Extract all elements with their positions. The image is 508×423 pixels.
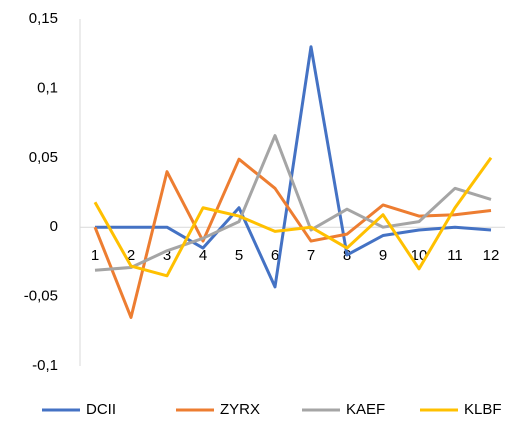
legend-label: KAEF [346, 401, 385, 418]
legend-label: DCII [86, 401, 116, 418]
x-tick-label: 11 [447, 247, 463, 264]
y-tick-label: 0 [50, 218, 58, 235]
y-tick-label: 0,05 [29, 149, 58, 166]
x-tick-label: 4 [199, 247, 207, 264]
x-tick-label: 7 [307, 247, 315, 264]
y-tick-label: 0,1 [37, 79, 58, 96]
legend-label: KLBF [464, 401, 502, 418]
y-tick-label: -0,1 [32, 357, 58, 374]
y-tick-label: 0,15 [29, 10, 58, 27]
series-line [95, 45, 492, 289]
x-tick-label: 12 [483, 247, 500, 264]
x-tick-label: 9 [379, 247, 387, 264]
series-line [94, 134, 492, 272]
x-tick-label: 3 [163, 247, 171, 264]
series-line [93, 156, 493, 278]
x-tick-label: 5 [235, 247, 243, 264]
y-tick-label: -0,05 [24, 288, 58, 305]
x-tick-label: 1 [91, 247, 99, 264]
x-tick-label: 6 [271, 247, 279, 264]
x-tick-label: 2 [127, 247, 135, 264]
legend-label: ZYRX [220, 401, 260, 418]
